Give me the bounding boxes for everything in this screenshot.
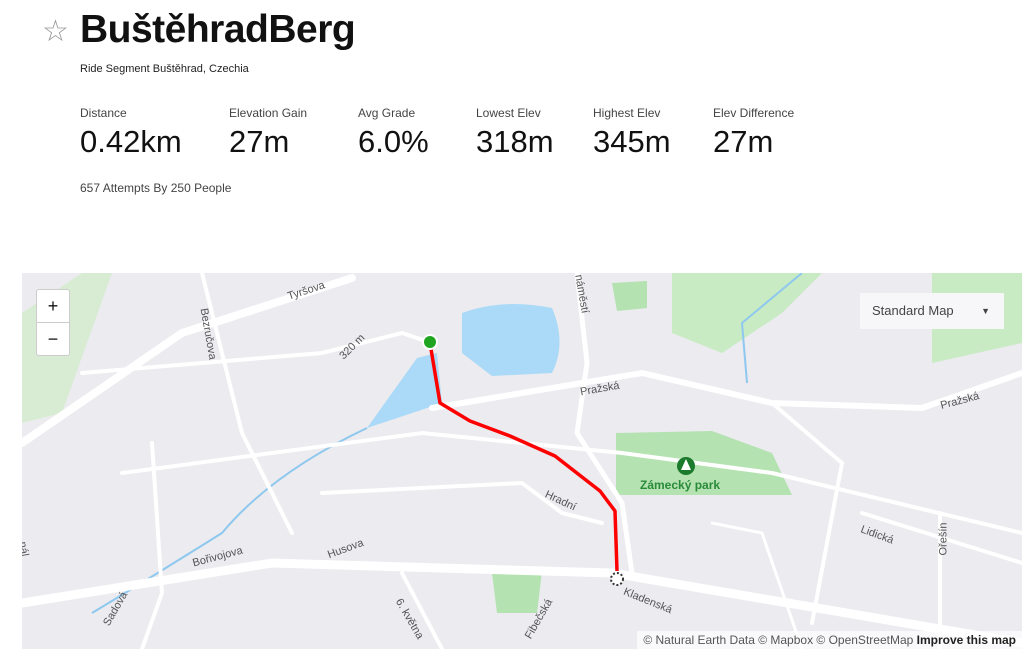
improve-map-link[interactable]: Improve this map: [916, 633, 1016, 647]
map-style-select[interactable]: Standard Map ▼: [860, 293, 1004, 329]
stream: [91, 427, 368, 614]
favorite-star-icon[interactable]: ☆: [42, 15, 69, 48]
stat-elev-difference: Elev Difference 27m: [713, 106, 795, 159]
stat-distance: Distance 0.42km: [80, 106, 182, 159]
segment-title: BuštěhradBerg: [80, 8, 356, 51]
map-canvas: [22, 273, 1022, 649]
segment-route: [428, 342, 619, 572]
park-label: Zámecký park: [640, 478, 721, 492]
park-area: [672, 273, 822, 353]
pond: [367, 353, 442, 428]
map-attribution: © Natural Earth Data © Mapbox © OpenStre…: [637, 631, 1022, 649]
stat-highest-elev: Highest Elev 345m: [593, 106, 671, 159]
zoom-in-button[interactable]: +: [37, 290, 69, 323]
zoom-control: + −: [36, 289, 70, 356]
start-marker: [422, 334, 438, 350]
caret-down-icon: ▼: [981, 306, 990, 316]
park-area: [492, 571, 542, 613]
roads: [22, 273, 1022, 649]
park-area: [612, 281, 647, 311]
zoom-out-button[interactable]: −: [47, 329, 59, 349]
street-label: Ořešín: [937, 522, 950, 556]
finish-marker: [610, 572, 624, 586]
stat-elevation-gain: Elevation Gain 27m: [229, 106, 308, 159]
stat-lowest-elev: Lowest Elev 318m: [476, 106, 554, 159]
pond: [462, 304, 560, 376]
attempts-count: 657 Attempts By 250 People: [80, 181, 232, 195]
segment-map[interactable]: Tyršova Bezručova 320 m náměstí Pražská …: [22, 273, 1022, 649]
stream: [740, 273, 803, 384]
segment-subtitle: Ride Segment Buštěhrad, Czechia: [80, 63, 249, 75]
stat-avg-grade: Avg Grade 6.0%: [358, 106, 429, 159]
